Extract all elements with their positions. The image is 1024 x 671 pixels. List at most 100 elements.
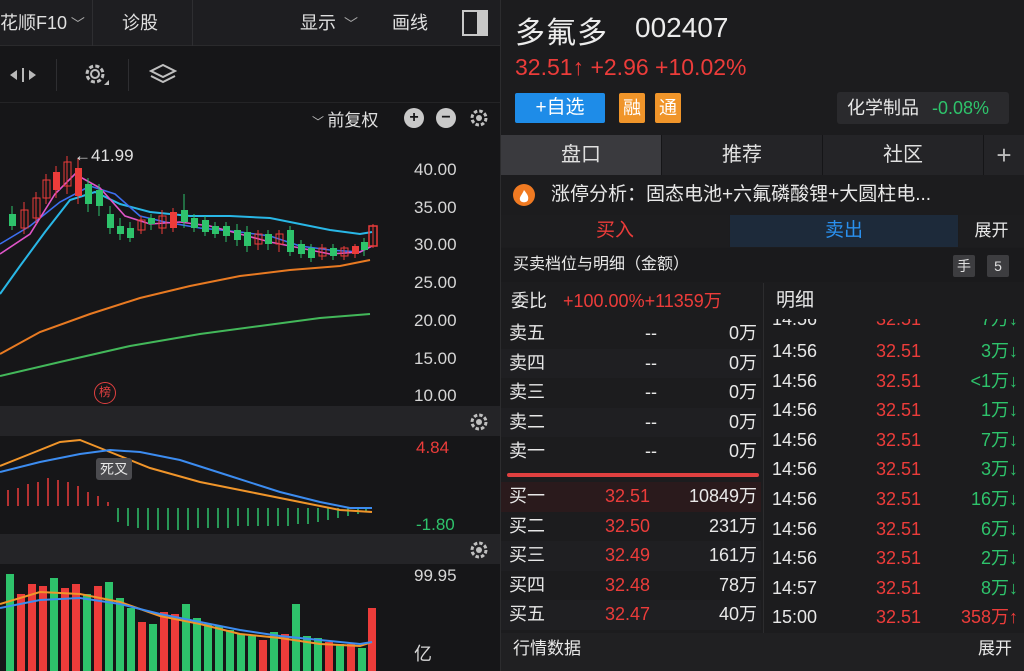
bid-price: 32.51 [605, 486, 651, 506]
margin-tag[interactable]: 融 [619, 93, 645, 123]
trade-volume: <1万↓ [970, 370, 1018, 391]
trade-time: 14:56 [772, 370, 818, 391]
stock-name: 多氟多 [515, 17, 608, 50]
ask-price: -- [645, 352, 657, 373]
bid-label: 买四 [509, 574, 545, 595]
trade-row: 14:57 32.51 8万↓ [764, 574, 1024, 604]
chart-tools-bar [0, 47, 500, 103]
high-price-marker: ←41.99 [74, 146, 134, 165]
bid-row[interactable]: 买一 32.51 10849万 [501, 482, 761, 512]
volume-top-label: 99.95 [414, 566, 457, 585]
volume-panel-header [0, 534, 500, 564]
axis-label: 10.00 [414, 386, 457, 405]
f10-button[interactable]: 花顺F10 ﹀ [0, 0, 85, 46]
trade-price: 32.51 [876, 577, 922, 598]
macd-bottom-label: -1.80 [416, 515, 455, 534]
trade-time: 14:56 [772, 429, 818, 450]
zoom-in-icon[interactable]: + [404, 108, 424, 128]
trade-time: 14:56 [772, 548, 818, 569]
add-watchlist-button[interactable]: +自选 [515, 93, 605, 123]
bid-row[interactable]: 买三 32.49 161万 [501, 541, 761, 571]
trade-volume: 7万↓ [980, 429, 1018, 450]
market-data-bar[interactable]: 行情数据 展开 [501, 633, 1024, 671]
macd-chart[interactable] [0, 436, 410, 534]
adjust-dropdown[interactable]: ﹀ 前复权 [312, 106, 378, 131]
bid-row[interactable]: 买四 32.48 78万 [501, 571, 761, 601]
five-tag[interactable]: 5 [987, 255, 1009, 277]
layers-icon[interactable] [148, 59, 178, 91]
ask-volume: 0万 [728, 411, 757, 432]
ask-label: 卖二 [509, 411, 545, 432]
weibi-label: 委比 [511, 291, 547, 311]
market-data-label: 行情数据 [513, 639, 581, 658]
sell-button[interactable]: 卖出 [730, 215, 958, 247]
bid-volume: 40万 [718, 604, 757, 625]
limit-up-analysis[interactable]: 涨停分析：固态电池+六氟磷酸锂+大圆柱电... [501, 176, 1024, 214]
hand-tag[interactable]: 手 [953, 255, 975, 277]
panel-divider [500, 0, 501, 671]
tab-community[interactable]: 社区 [883, 144, 923, 166]
zoom-out-icon[interactable]: − [436, 108, 456, 128]
trade-row: 14:56 32.51 7万↓ [764, 426, 1024, 456]
mingxi-label: 明细 [776, 290, 815, 311]
chevron-down-icon: ﹀ [312, 115, 328, 129]
panel-toggle-icon[interactable] [461, 9, 489, 37]
trade-volume: 16万↓ [970, 489, 1018, 509]
tab-pankou[interactable]: 盘口 [501, 135, 661, 175]
ask-row[interactable]: 卖五 -- 0万 [501, 319, 761, 349]
toolbar-divider [192, 0, 193, 46]
expand-button[interactable]: 展开 [959, 215, 1024, 247]
stock-code: 002407 [635, 12, 729, 43]
fire-icon [513, 184, 535, 206]
trade-volume: 358万↑ [960, 607, 1018, 628]
ask-label: 卖一 [509, 441, 545, 462]
sector-pct: -0.08% [932, 98, 990, 118]
bid-row[interactable]: 买二 32.50 231万 [501, 512, 761, 542]
ask-row[interactable]: 卖四 -- 0万 [501, 348, 761, 379]
trade-row: 14:56 32.51 1万↓ [764, 396, 1024, 426]
bid-price: 32.50 [605, 515, 651, 536]
display-dropdown[interactable]: 显示 ﹀ [300, 0, 358, 46]
bid-row[interactable]: 买五 32.47 40万 [501, 600, 761, 630]
axis-label: 20.00 [414, 311, 457, 330]
gear-icon[interactable] [467, 410, 491, 434]
trade-time: 15:00 [772, 607, 818, 628]
trade-volume: 8万↓ [980, 577, 1018, 598]
trade-detail-list[interactable]: 14:56 32.51 7万↓ 14:56 32.51 3万↓ 14:56 32… [764, 319, 1024, 633]
connect-tag[interactable]: 通 [655, 93, 681, 123]
gear-icon[interactable] [467, 106, 491, 130]
bid-price: 32.47 [605, 604, 651, 625]
ask-row[interactable]: 卖三 -- 0万 [501, 378, 761, 408]
sector-box[interactable]: 化学制品 -0.08% [837, 92, 1009, 124]
ask-row[interactable]: 卖一 -- 0万 [501, 437, 761, 467]
bang-badge[interactable]: 榜 [94, 382, 116, 404]
bid-volume: 10849万 [688, 486, 757, 506]
volume-chart[interactable] [0, 564, 410, 671]
death-cross-label: 死叉 [96, 458, 132, 480]
zoom-fit-icon[interactable] [8, 61, 38, 89]
gear-icon[interactable] [80, 59, 112, 91]
market-data-expand[interactable]: 展开 [978, 639, 1012, 658]
trade-row: 14:56 32.51 3万↓ [764, 455, 1024, 485]
mingxi-header: 明细 [764, 283, 1024, 319]
candles [9, 156, 378, 262]
tab-recommend[interactable]: 推荐 [722, 144, 762, 166]
trade-price: 32.51 [876, 607, 922, 628]
ask-row[interactable]: 卖二 -- 0万 [501, 407, 761, 438]
gear-icon[interactable] [467, 538, 491, 562]
price-change-pct: +10.02% [655, 54, 747, 80]
macd-panel-header [0, 406, 500, 436]
add-tab-icon[interactable]: + [996, 140, 1012, 170]
diagnose-button[interactable]: 诊股 [122, 13, 158, 33]
draw-line-button[interactable]: 画线 [392, 13, 428, 33]
trade-time: 14:56 [772, 400, 818, 421]
trade-row: 14:56 32.51 6万↓ [764, 515, 1024, 545]
volume-unit-label: 亿 [414, 644, 432, 664]
weibi-row: 委比 +100.00%+11359万 [501, 283, 761, 319]
adjust-label: 前复权 [327, 111, 379, 130]
bid-price: 32.48 [605, 574, 651, 595]
candlestick-chart[interactable] [0, 134, 410, 406]
buy-button[interactable]: 买入 [501, 215, 729, 247]
trade-price: 32.51 [876, 429, 922, 450]
macd-top-label: 4.84 [416, 438, 450, 457]
